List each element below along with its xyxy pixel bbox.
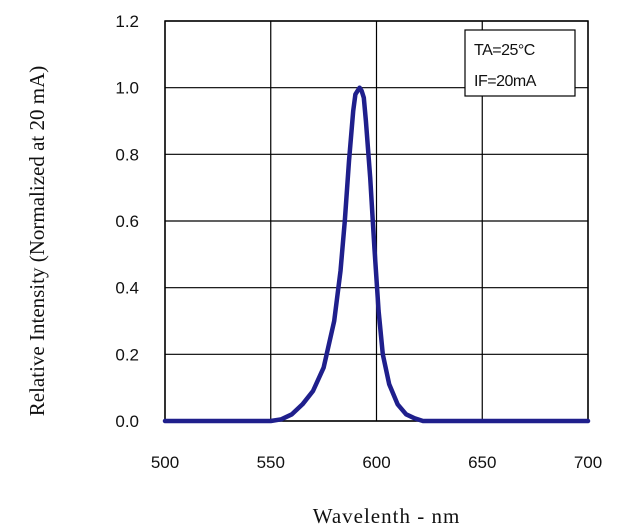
y-tick-label: 1.0 bbox=[115, 79, 139, 98]
legend-temperature: TA=25°C bbox=[474, 42, 535, 59]
x-axis-title: Wavelenth - nm bbox=[313, 504, 461, 528]
y-tick-label: 0.8 bbox=[115, 145, 139, 164]
y-tick-label: 1.2 bbox=[115, 12, 139, 31]
x-tick-label: 500 bbox=[151, 453, 179, 472]
x-tick-label: 650 bbox=[468, 453, 496, 472]
y-axis-title: Relative Intensity (Normalized at 20 mA) bbox=[25, 66, 49, 416]
legend-box: TA=25°C IF=20mA bbox=[464, 29, 576, 97]
y-tick-label: 0.2 bbox=[115, 345, 139, 364]
series-layer bbox=[162, 85, 591, 424]
legend-frame bbox=[464, 29, 576, 97]
spectrum-line-0 bbox=[162, 85, 591, 424]
y-tick-label: 0.6 bbox=[115, 212, 139, 231]
y-tick-labels: 0.0 0.2 0.4 0.6 0.8 1.0 1.2 bbox=[115, 12, 139, 431]
y-tick-label: 0.4 bbox=[115, 279, 139, 298]
x-tick-labels: 500 550 600 650 700 bbox=[151, 453, 602, 472]
legend-current: IF=20mA bbox=[474, 73, 537, 90]
x-tick-label: 550 bbox=[257, 453, 285, 472]
y-tick-label: 0.0 bbox=[115, 412, 139, 431]
x-tick-label: 600 bbox=[362, 453, 390, 472]
plot-frame bbox=[164, 20, 589, 422]
x-tick-label: 700 bbox=[574, 453, 602, 472]
